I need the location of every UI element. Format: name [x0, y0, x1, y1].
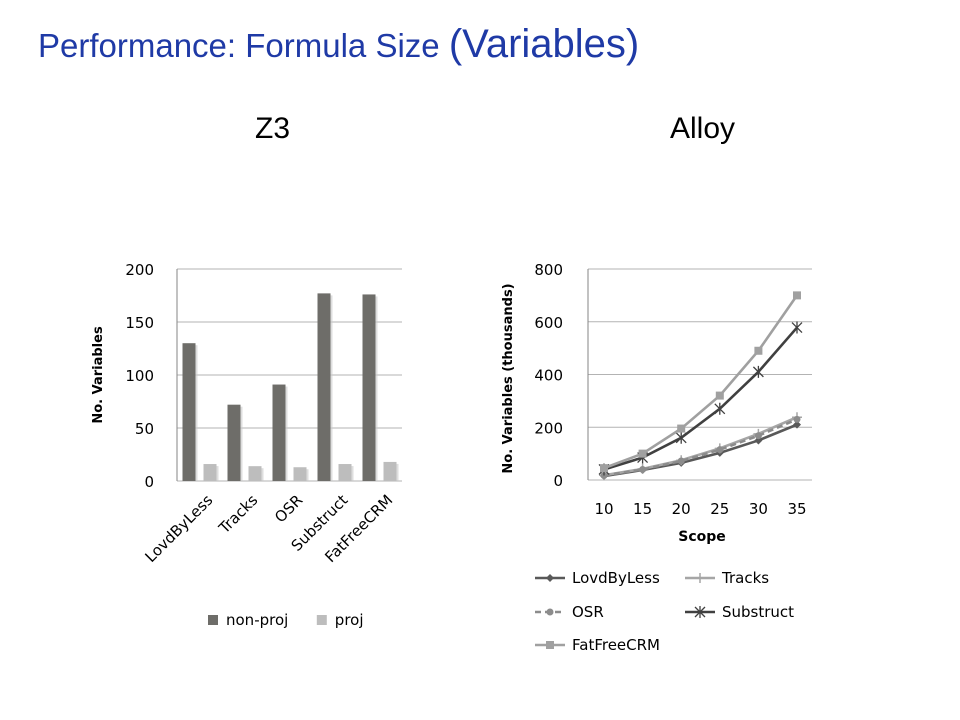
data-point-Substruct — [791, 321, 803, 334]
series-line-Substruct — [603, 326, 798, 471]
bar-proj — [248, 466, 262, 481]
y-tick-label: 100 — [125, 367, 154, 385]
x-tick-label: 35 — [787, 500, 806, 518]
z3-panel-heading: Z3 — [255, 112, 291, 145]
legend-label: FatFreeCRM — [572, 636, 660, 654]
legend-marker-LovdByLess — [546, 574, 554, 582]
data-point-OSR — [639, 465, 647, 473]
legend-label: proj — [335, 611, 364, 629]
legend-label: non-proj — [226, 611, 288, 629]
data-point-FatFreeCRM — [793, 291, 801, 300]
legend-marker-FatFreeCRM — [546, 641, 554, 649]
data-point-OSR — [716, 446, 724, 454]
legend-label: Substruct — [722, 603, 794, 621]
bar-proj — [203, 464, 217, 481]
data-point-LovdByLess — [793, 420, 801, 429]
data-point-OSR — [600, 472, 608, 480]
x-tick-label: OSR — [271, 491, 306, 526]
data-point-FatFreeCRM — [638, 449, 647, 458]
data-point-FatFreeCRM — [715, 391, 724, 400]
bar-non-proj — [227, 404, 241, 481]
x-tick-label: 20 — [672, 500, 691, 518]
data-point-OSR — [793, 415, 801, 423]
y-axis-title: No. Variables (thousands) — [501, 283, 516, 473]
slide-title: Performance: Formula Size (Variables) — [38, 22, 639, 67]
alloy-panel-heading: Alloy — [670, 112, 736, 145]
x-tick-label: 25 — [710, 500, 729, 518]
bar-non-proj — [317, 293, 331, 481]
y-tick-label: 0 — [144, 473, 154, 491]
data-point-FatFreeCRM — [677, 424, 686, 433]
x-tick-label: LovdByLess — [142, 491, 217, 566]
x-tick-label: 15 — [633, 500, 652, 518]
line-chart: 0 200 400 600 800 10 15 20 25 30 35 Scope No. Variab… — [501, 261, 812, 654]
y-tick-label: 800 — [534, 261, 563, 279]
y-tick-label: 200 — [125, 261, 154, 279]
y-tick-label: 0 — [553, 472, 563, 490]
x-tick-label: Tracks — [215, 491, 262, 538]
y-tick-label: 200 — [534, 419, 563, 437]
legend-label: LovdByLess — [572, 569, 660, 587]
data-point-Substruct — [752, 365, 764, 378]
legend-swatch-proj — [316, 615, 327, 625]
y-axis-title: No. Variables — [91, 326, 106, 424]
series-line-OSR — [603, 418, 798, 477]
legend-marker-OSR — [546, 608, 554, 616]
data-point-OSR — [754, 432, 762, 440]
data-point-Substruct — [714, 402, 726, 415]
y-tick-label: 400 — [534, 367, 563, 385]
data-point-FatFreeCRM — [754, 346, 763, 355]
bar-proj — [293, 467, 307, 481]
bar-non-proj — [272, 384, 286, 481]
bar-non-proj — [182, 343, 196, 481]
legend-swatch-non-proj — [208, 615, 218, 625]
bar-proj — [338, 464, 352, 481]
x-tick-label: 10 — [594, 500, 613, 518]
bar-non-proj — [362, 294, 376, 481]
y-tick-label: 600 — [534, 314, 563, 332]
x-axis-title: Scope — [678, 529, 726, 545]
data-point-Substruct — [675, 431, 687, 444]
bar-chart: 0 50 100 150 200 No. Variables LovdByLessTrack… — [91, 261, 402, 629]
legend-label: Tracks — [721, 569, 769, 587]
bar-proj — [383, 461, 397, 481]
y-tick-label: 150 — [125, 314, 154, 332]
series-line-FatFreeCRM — [603, 294, 799, 470]
legend-marker-Substruct — [694, 606, 706, 618]
data-point-OSR — [677, 457, 685, 465]
slide-title-paren: (Variables) — [448, 22, 640, 66]
y-tick-label: 50 — [135, 420, 154, 438]
slide-title-main: Performance: Formula Size — [38, 27, 449, 64]
legend-label: OSR — [572, 603, 604, 621]
legend-marker-Tracks — [695, 573, 705, 583]
series-line-Tracks — [603, 416, 798, 477]
data-point-FatFreeCRM — [600, 464, 608, 473]
x-tick-label: 30 — [749, 500, 768, 518]
